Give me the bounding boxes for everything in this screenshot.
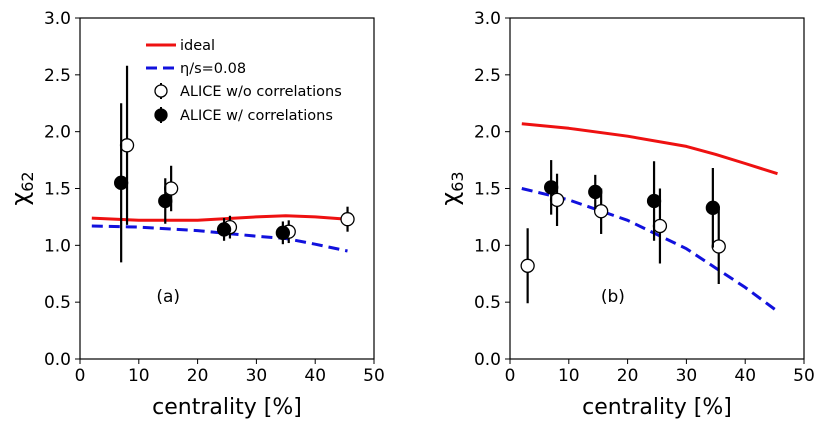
data-point-w-corr [114, 175, 129, 190]
y-tick-label: 1.0 [474, 236, 501, 256]
legend-label: ALICE w/ correlations [180, 108, 333, 124]
y-tick-label: 0.5 [474, 293, 501, 313]
data-point-w-corr [705, 200, 721, 215]
legend-label: ALICE w/o correlations [180, 84, 342, 100]
x-axis-label: centrality [%] [582, 395, 732, 420]
data-point-w-corr [216, 222, 232, 237]
x-tick-label: 10 [558, 366, 580, 386]
data-point-w-corr [544, 180, 559, 195]
x-tick-label: 40 [734, 366, 756, 386]
y-tick-label: 0.0 [44, 350, 71, 370]
data-point-wo-corr [520, 258, 535, 273]
y-tick-label: 2.0 [44, 123, 71, 143]
panel-label: (a) [156, 287, 180, 307]
x-axis-label: centrality [%] [152, 395, 302, 420]
data-point-wo-corr [711, 239, 726, 254]
y-tick-label: 2.5 [474, 66, 501, 86]
legend-swatch-wo-corr [154, 84, 168, 98]
data-point-wo-corr [163, 181, 179, 196]
x-tick-label: 0 [75, 366, 86, 386]
data-point-w-corr [275, 225, 291, 240]
chart-panel-b: 0 10 20 30 40 50 0.0 0.5 1.0 1.5 2.0 2.5 3.0 centrali… [436, 9, 815, 420]
data-point-w-corr [158, 193, 173, 209]
series-line-eta-s [521, 187, 779, 313]
y-axis-label-sub: 63 [448, 171, 467, 191]
data-point-wo-corr [549, 192, 565, 208]
legend-label: ideal [180, 38, 215, 54]
y-tick-label: 0.0 [474, 350, 501, 370]
series-line-ideal [91, 214, 348, 222]
x-tick-label: 50 [363, 366, 385, 386]
chart-panel-a: 0 10 20 30 40 50 0.0 0.5 1.0 1.5 2.0 2.5 3.0 centrali… [6, 9, 385, 420]
x-tick-label: 10 [128, 366, 150, 386]
y-tick-label: 3.0 [474, 9, 501, 29]
data-point-w-corr [646, 193, 662, 209]
y-tick-label: 3.0 [44, 9, 71, 29]
x-tick-label: 20 [187, 366, 209, 386]
x-tick-label: 50 [793, 366, 815, 386]
data-point-wo-corr [340, 212, 355, 227]
y-axis-label-main: χ [436, 192, 464, 206]
legend-label: η/s=0.08 [180, 61, 246, 77]
data-point-wo-corr [119, 138, 135, 153]
x-tick-label: 30 [676, 366, 698, 386]
x-tick-label: 30 [246, 366, 268, 386]
data-point-w-corr [588, 184, 603, 200]
legend-swatch-w-corr [154, 108, 168, 122]
y-tick-label: 1.5 [44, 180, 71, 200]
series-line-eta-s [91, 224, 348, 253]
y-axis-label-main: χ [6, 192, 34, 206]
panel-label: (b) [601, 287, 625, 307]
y-tick-label: 2.0 [474, 123, 501, 143]
data-point-wo-corr [593, 204, 609, 219]
series-line-ideal [521, 122, 778, 176]
y-tick-label: 0.5 [44, 293, 71, 313]
y-axis-label: χ62 [6, 171, 37, 205]
y-tick-label: 1.5 [474, 180, 501, 200]
x-tick-label: 20 [617, 366, 639, 386]
data-point-wo-corr [652, 218, 668, 234]
x-tick-label: 40 [304, 366, 326, 386]
legend: ideal η/s=0.08 ALICE w/o correlations ALICE… [146, 38, 342, 124]
y-axis-label-sub: 62 [18, 171, 37, 191]
x-tick-label: 0 [505, 366, 516, 386]
y-tick-label: 2.5 [44, 66, 71, 86]
y-tick-label: 1.0 [44, 236, 71, 256]
y-axis-label: χ63 [436, 171, 467, 205]
